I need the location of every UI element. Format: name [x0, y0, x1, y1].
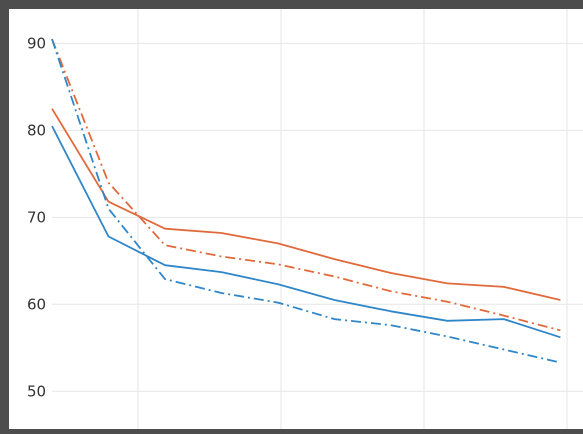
y-tick-label: 70	[27, 208, 46, 226]
y-tick-label: 60	[27, 295, 46, 313]
y-tick-label: 80	[27, 121, 46, 139]
x-gridlines	[137, 9, 568, 429]
series-line-4	[51, 38, 561, 364]
y-tick-label: 90	[27, 34, 46, 52]
series-line-1	[51, 108, 561, 301]
series-lines	[51, 38, 561, 364]
y-gridlines	[52, 42, 583, 392]
y-tick-labels: 50 60 70 80 90	[27, 34, 46, 400]
y-tick-label: 50	[27, 382, 46, 400]
series-line-2	[51, 38, 561, 332]
series-line-3	[51, 125, 561, 339]
